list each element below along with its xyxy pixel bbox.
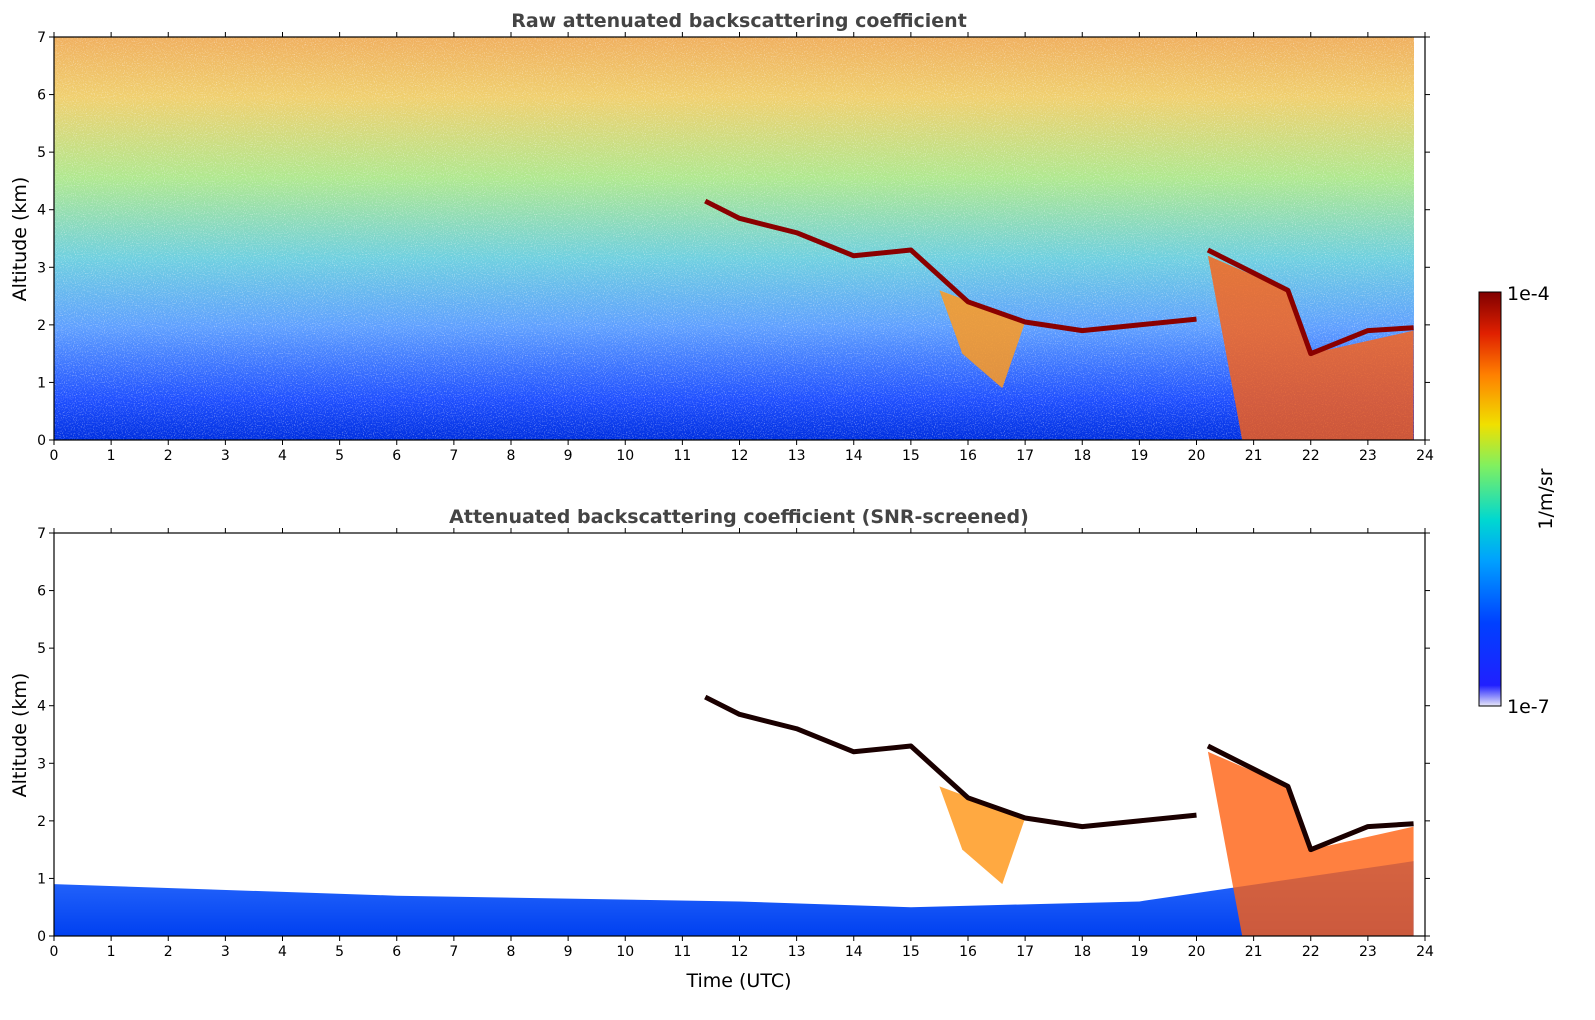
- x-tick-label: 2: [164, 944, 173, 960]
- y-tick-label: 5: [37, 641, 46, 657]
- precipitation-area: [1207, 751, 1414, 936]
- x-tick-label: 17: [1016, 448, 1034, 464]
- snr-y-axis: 0 1 2 3 4 5 6 7: [37, 526, 1430, 945]
- y-tick-label: 1: [37, 871, 46, 887]
- x-tick-label: 24: [1416, 944, 1434, 960]
- cloud-layer-line: [704, 694, 1414, 853]
- x-tick-label: 9: [564, 448, 573, 464]
- x-tick-label: 11: [673, 944, 691, 960]
- x-tick-label: 8: [507, 448, 516, 464]
- cloud-layer-line: [704, 198, 1414, 357]
- x-tick-label: 18: [1073, 448, 1091, 464]
- x-tick-label: 18: [1073, 944, 1091, 960]
- snr-y-axis-label: Altitude (km): [9, 673, 31, 798]
- y-tick-label: 4: [37, 699, 46, 715]
- x-tick-label: 4: [278, 448, 287, 464]
- x-tick-label: 21: [1245, 944, 1263, 960]
- x-axis-label: Time (UTC): [685, 970, 791, 992]
- x-tick-label: 11: [673, 448, 691, 464]
- y-tick-label: 6: [37, 88, 46, 104]
- x-tick-label: 22: [1302, 944, 1320, 960]
- snr-x-axis: 0 1 2 3 4 5 6 7 8 9 10 11 12 13 14 15 16 17 18 19 20 21 22 23 24: [50, 528, 1434, 960]
- y-tick-label: 6: [37, 584, 46, 600]
- raw-x-axis: 0 1 2 3 4 5 6 7 8 9 10 11 12 13 14 15 16 17 18 19 20 21 22 23 24: [50, 32, 1434, 464]
- y-tick-label: 7: [37, 526, 46, 542]
- x-tick-label: 24: [1416, 448, 1434, 464]
- x-tick-label: 19: [1130, 944, 1148, 960]
- y-tick-label: 3: [37, 756, 46, 772]
- x-tick-label: 23: [1359, 944, 1377, 960]
- x-tick-label: 12: [731, 944, 749, 960]
- x-tick-label: 7: [449, 944, 458, 960]
- colorbar-max-label: 1e-4: [1507, 283, 1550, 305]
- x-tick-label: 20: [1188, 448, 1206, 464]
- x-tick-label: 19: [1130, 448, 1148, 464]
- x-tick-label: 15: [902, 448, 920, 464]
- cloud-features: [704, 198, 1414, 440]
- x-tick-label: 0: [50, 448, 59, 464]
- snr-panel-title: Attenuated backscattering coefficient (S…: [449, 506, 1029, 528]
- y-tick-label: 0: [37, 433, 46, 449]
- colorbar-scale: [1478, 291, 1502, 707]
- raw-y-axis: 0 1 2 3 4 5 6 7: [37, 30, 1430, 449]
- colorbar-unit-label: 1/m/sr: [1535, 468, 1557, 529]
- x-tick-label: 13: [788, 448, 806, 464]
- x-tick-label: 10: [616, 448, 634, 464]
- x-tick-label: 9: [564, 944, 573, 960]
- x-tick-label: 1: [107, 944, 116, 960]
- colorbar-min-label: 1e-7: [1507, 696, 1550, 718]
- x-tick-label: 5: [335, 944, 344, 960]
- x-tick-label: 8: [507, 944, 516, 960]
- x-tick-label: 1: [107, 448, 116, 464]
- raw-panel-title: Raw attenuated backscattering coefficien…: [511, 10, 967, 32]
- x-tick-label: 16: [959, 944, 977, 960]
- x-tick-label: 13: [788, 944, 806, 960]
- x-tick-label: 5: [335, 448, 344, 464]
- x-tick-label: 16: [959, 448, 977, 464]
- x-tick-label: 23: [1359, 448, 1377, 464]
- x-tick-label: 15: [902, 944, 920, 960]
- raw-backscatter-panel: Raw attenuated backscattering coefficien…: [9, 10, 1434, 464]
- x-tick-label: 6: [392, 944, 401, 960]
- y-tick-label: 3: [37, 260, 46, 276]
- x-tick-label: 21: [1245, 448, 1263, 464]
- x-tick-label: 7: [449, 448, 458, 464]
- y-tick-label: 2: [37, 814, 46, 830]
- x-tick-label: 10: [616, 944, 634, 960]
- colorbar: 1e-4 1e-7 1/m/sr: [1478, 283, 1557, 718]
- x-tick-label: 17: [1016, 944, 1034, 960]
- x-tick-label: 22: [1302, 448, 1320, 464]
- y-tick-label: 4: [37, 203, 46, 219]
- x-tick-label: 14: [845, 944, 863, 960]
- boundary-layer-fill: [54, 861, 1414, 936]
- cloud-features: [704, 694, 1414, 936]
- raw-noise-texture: [54, 37, 1414, 440]
- x-tick-label: 3: [221, 944, 230, 960]
- y-tick-label: 2: [37, 318, 46, 334]
- x-tick-label: 6: [392, 448, 401, 464]
- y-tick-label: 7: [37, 30, 46, 46]
- x-tick-label: 0: [50, 944, 59, 960]
- snr-plot-background: [54, 533, 1425, 936]
- snr-screened-panel: Attenuated backscattering coefficient (S…: [9, 506, 1434, 992]
- x-tick-label: 12: [731, 448, 749, 464]
- x-tick-label: 14: [845, 448, 863, 464]
- x-tick-label: 2: [164, 448, 173, 464]
- y-tick-label: 0: [37, 929, 46, 945]
- x-tick-label: 4: [278, 944, 287, 960]
- y-tick-label: 5: [37, 145, 46, 161]
- raw-y-axis-label: Altitude (km): [9, 177, 31, 302]
- x-tick-label: 3: [221, 448, 230, 464]
- x-tick-label: 20: [1188, 944, 1206, 960]
- precipitation-area: [1207, 255, 1414, 440]
- y-tick-label: 1: [37, 375, 46, 391]
